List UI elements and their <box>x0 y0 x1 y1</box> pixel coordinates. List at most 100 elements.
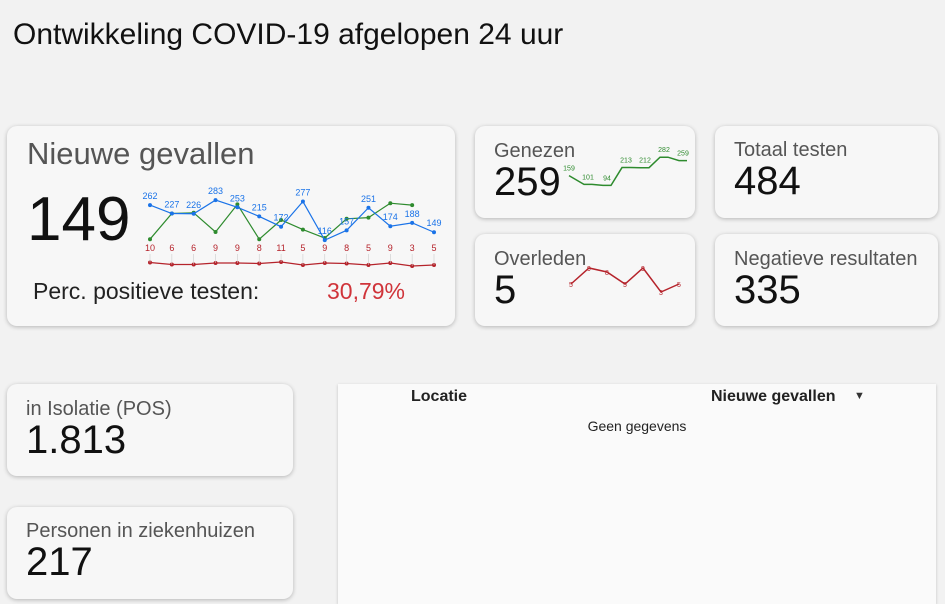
negatieve-label: Negatieve resultaten <box>734 248 918 270</box>
blue-point <box>213 198 218 203</box>
overleden-data-label: 5 <box>623 282 627 289</box>
overleden-label: Overleden <box>494 248 587 270</box>
green-point <box>410 203 415 208</box>
green-point <box>257 237 262 242</box>
red-data-label: 6 <box>169 243 174 253</box>
blue-point <box>235 205 240 210</box>
red-data-label: 8 <box>344 243 349 253</box>
blue-point <box>322 238 327 243</box>
perc-positieve-value: 30,79% <box>327 278 406 304</box>
column-header-locatie[interactable]: Locatie <box>411 388 468 405</box>
blue-point <box>169 211 174 216</box>
blue-data-label: 277 <box>295 188 310 198</box>
blue-data-label: 283 <box>208 186 223 196</box>
red-series-line <box>149 261 435 267</box>
blue-data-label: 227 <box>164 200 179 210</box>
ziekenhuizen-value: 217 <box>26 540 93 584</box>
nieuwe-gevallen-card: Nieuwe gevallen 149 262 227 226 283 253 215 17… <box>7 126 455 326</box>
genezen-sparkline: 159 101 94 213 212 282 259 <box>563 147 689 187</box>
blue-data-label: 262 <box>142 191 157 201</box>
overleden-value: 5 <box>494 268 517 312</box>
genezen-value: 259 <box>494 160 561 204</box>
red-data-label: 5 <box>300 243 305 253</box>
perc-positieve-label: Perc. positieve testen: <box>33 278 260 304</box>
overleden-line <box>570 266 680 293</box>
genezen-card: Genezen 259 159 101 94 213 212 282 259 <box>475 126 695 218</box>
blue-data-label: 188 <box>405 209 420 219</box>
red-data-label: 5 <box>431 243 436 253</box>
blue-point <box>257 214 262 219</box>
genezen-data-label: 259 <box>677 151 689 158</box>
genezen-data-label: 94 <box>603 175 611 182</box>
blue-data-label: 149 <box>426 218 441 228</box>
blue-point <box>148 203 152 208</box>
ziekenhuizen-card: Personen in ziekenhuizen 217 <box>7 507 293 599</box>
blue-point <box>366 205 371 210</box>
blue-point <box>432 230 436 235</box>
overleden-data-label: 5 <box>569 282 573 289</box>
genezen-data-label: 282 <box>658 147 670 154</box>
overleden-data-label: 9 <box>587 266 591 273</box>
genezen-data-label: 212 <box>639 158 651 165</box>
red-data-label: 10 <box>145 243 155 253</box>
negatieve-value: 335 <box>734 268 801 312</box>
green-point <box>279 218 284 222</box>
genezen-label: Genezen <box>494 140 576 162</box>
blue-data-label: 226 <box>186 200 201 210</box>
red-data-label: 9 <box>213 243 218 253</box>
red-data-label: 6 <box>191 243 196 253</box>
blue-point <box>300 199 305 204</box>
green-point <box>344 216 349 221</box>
negatieve-card: Negatieve resultaten 335 <box>715 234 938 326</box>
overleden-data-label: 8 <box>605 270 609 277</box>
totaal-testen-value: 484 <box>734 159 801 203</box>
green-point <box>235 202 240 207</box>
blue-series-line <box>149 199 435 241</box>
empty-state-text: Geen gegevens <box>587 418 687 434</box>
blue-data-label: 215 <box>252 202 267 212</box>
isolatie-card: in Isolatie (POS) 1.813 <box>7 384 293 476</box>
green-point <box>388 201 393 206</box>
overleden-sparkline: 5 9 8 5 9 3 5 <box>569 266 681 297</box>
red-data-label: 3 <box>410 243 415 253</box>
blue-data-label: 157 <box>339 216 354 226</box>
blue-point <box>410 220 415 225</box>
blue-data-label: 251 <box>361 194 376 204</box>
blue-point <box>279 224 284 229</box>
blue-data-label: 172 <box>274 213 289 223</box>
blue-data-label: 174 <box>383 212 398 222</box>
red-data-label: 9 <box>388 243 393 253</box>
red-data-label: 9 <box>235 243 240 253</box>
isolatie-value: 1.813 <box>26 418 127 462</box>
genezen-data-label: 101 <box>582 174 594 181</box>
page-title: Ontwikkeling COVID-19 afgelopen 24 uur <box>13 18 564 51</box>
locatie-table: Locatie Nieuwe gevallen ▼ Geen gegevens <box>338 384 936 604</box>
overleden-data-label: 5 <box>677 282 681 289</box>
green-point <box>213 230 218 234</box>
blue-data-label: 116 <box>318 226 332 236</box>
blue-point <box>344 228 349 233</box>
red-data-label: 11 <box>276 243 285 253</box>
totaal-testen-card: Totaal testen 484 <box>715 126 938 218</box>
overleden-data-label: 3 <box>659 290 663 297</box>
blue-point <box>191 211 196 216</box>
green-point <box>300 227 305 232</box>
totaal-testen-label: Totaal testen <box>734 139 848 161</box>
overleden-data-label: 9 <box>641 266 645 273</box>
green-point <box>148 237 152 242</box>
blue-point <box>388 224 393 229</box>
sort-desc-icon[interactable]: ▼ <box>854 390 865 402</box>
ziekenhuizen-label: Personen in ziekenhuizen <box>26 520 256 542</box>
column-header-nieuwe-gevallen[interactable]: Nieuwe gevallen <box>711 388 836 405</box>
red-data-label: 9 <box>322 243 327 253</box>
green-point <box>366 215 371 220</box>
overleden-card: Overleden 5 5 9 8 5 9 3 5 <box>475 234 695 326</box>
genezen-data-label: 159 <box>563 166 575 173</box>
red-data-label: 5 <box>366 243 371 253</box>
blue-data-label: 253 <box>230 193 245 203</box>
nieuwe-gevallen-value: 149 <box>27 185 131 254</box>
genezen-line <box>568 156 687 187</box>
nieuwe-gevallen-label: Nieuwe gevallen <box>27 136 255 171</box>
isolatie-label: in Isolatie (POS) <box>26 398 172 420</box>
